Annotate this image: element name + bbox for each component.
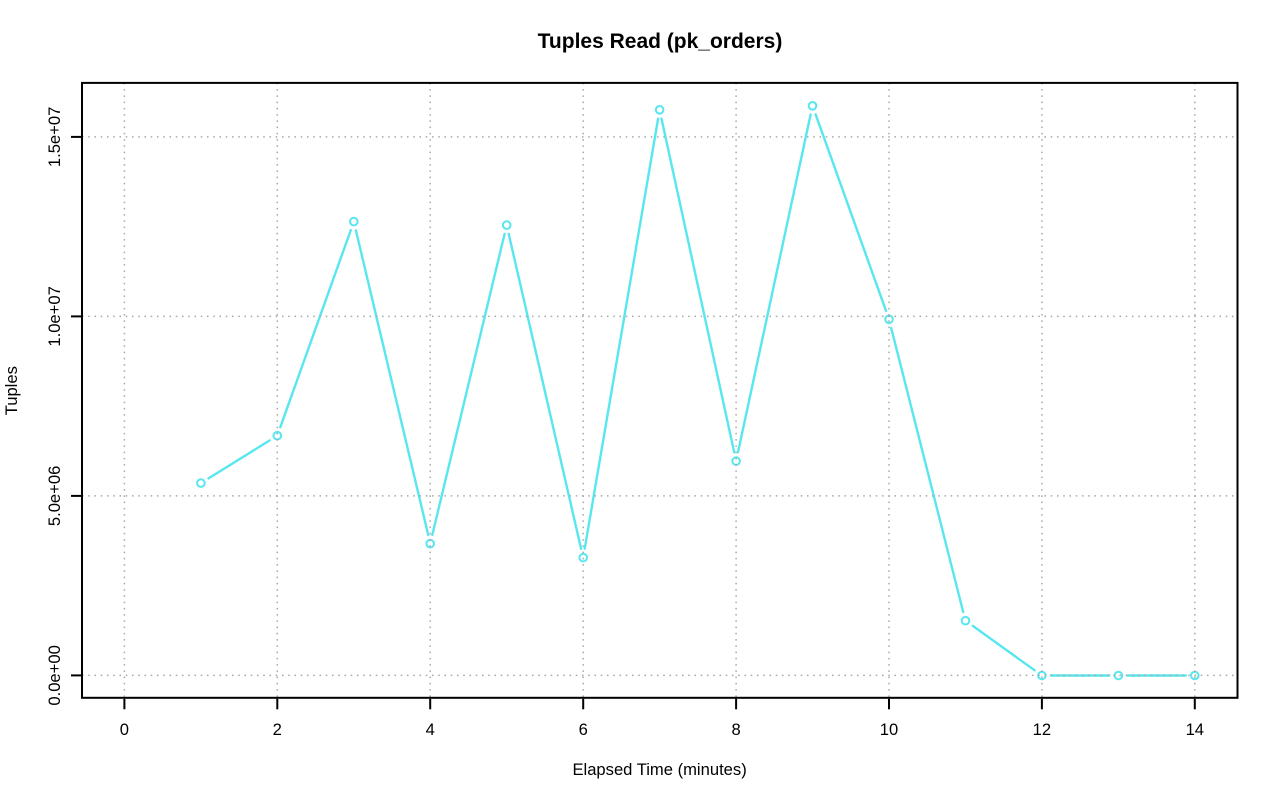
svg-text:10: 10 (880, 720, 898, 739)
svg-text:12: 12 (1033, 720, 1051, 739)
svg-text:1.0e+07: 1.0e+07 (45, 286, 64, 346)
svg-text:1.5e+07: 1.5e+07 (45, 107, 64, 167)
svg-text:Tuples Read (pk_orders): Tuples Read (pk_orders) (538, 30, 783, 53)
svg-text:4: 4 (426, 720, 435, 739)
svg-text:0: 0 (120, 720, 129, 739)
svg-text:5.0e+06: 5.0e+06 (45, 466, 64, 526)
svg-text:14: 14 (1186, 720, 1204, 739)
svg-text:6: 6 (579, 720, 588, 739)
svg-text:Elapsed Time (minutes): Elapsed Time (minutes) (572, 760, 746, 779)
svg-text:0.0e+00: 0.0e+00 (45, 645, 64, 705)
svg-text:8: 8 (731, 720, 740, 739)
svg-text:2: 2 (273, 720, 282, 739)
svg-text:Tuples: Tuples (2, 366, 21, 415)
